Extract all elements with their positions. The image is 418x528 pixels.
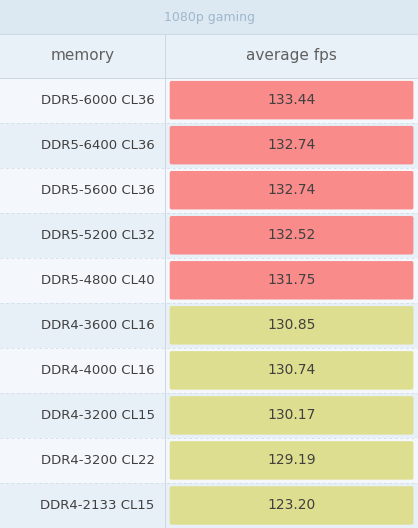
FancyBboxPatch shape [170,396,413,435]
FancyBboxPatch shape [170,486,413,525]
Bar [0,213,418,258]
Text: DDR5-4800 CL40: DDR5-4800 CL40 [41,274,155,287]
Text: 130.85: 130.85 [268,318,316,332]
Text: DDR4-3200 CL22: DDR4-3200 CL22 [41,454,155,467]
Bar [0,34,418,78]
FancyBboxPatch shape [170,81,413,119]
Text: 132.52: 132.52 [268,228,316,242]
FancyBboxPatch shape [170,351,413,390]
Bar [0,168,418,213]
FancyBboxPatch shape [170,126,413,164]
Text: 130.17: 130.17 [268,408,316,422]
Text: DDR4-4000 CL16: DDR4-4000 CL16 [41,364,155,377]
FancyBboxPatch shape [170,306,413,345]
Text: memory: memory [51,49,115,63]
Text: DDR4-2133 CL15: DDR4-2133 CL15 [41,499,155,512]
FancyBboxPatch shape [170,261,413,299]
Bar [0,438,418,483]
Text: DDR5-6000 CL36: DDR5-6000 CL36 [41,93,155,107]
FancyBboxPatch shape [170,216,413,254]
Bar [0,483,418,528]
Bar [0,393,418,438]
Text: 131.75: 131.75 [268,274,316,287]
Text: DDR5-5600 CL36: DDR5-5600 CL36 [41,184,155,197]
Text: average fps: average fps [246,49,337,63]
Text: DDR5-5200 CL32: DDR5-5200 CL32 [41,229,155,242]
Text: 130.74: 130.74 [268,363,316,378]
Bar [0,258,418,303]
Text: 129.19: 129.19 [267,454,316,467]
Text: 132.74: 132.74 [268,138,316,152]
Text: 132.74: 132.74 [268,183,316,197]
Bar [0,0,418,34]
Bar [0,122,418,168]
FancyBboxPatch shape [170,171,413,210]
Bar [0,348,418,393]
Text: 123.20: 123.20 [268,498,316,513]
Bar [0,303,418,348]
Text: 133.44: 133.44 [268,93,316,107]
Text: DDR4-3600 CL16: DDR4-3600 CL16 [41,319,155,332]
Text: DDR5-6400 CL36: DDR5-6400 CL36 [41,139,155,152]
Bar [0,78,418,122]
Text: 1080p gaming: 1080p gaming [163,11,255,24]
FancyBboxPatch shape [170,441,413,479]
Text: DDR4-3200 CL15: DDR4-3200 CL15 [41,409,155,422]
